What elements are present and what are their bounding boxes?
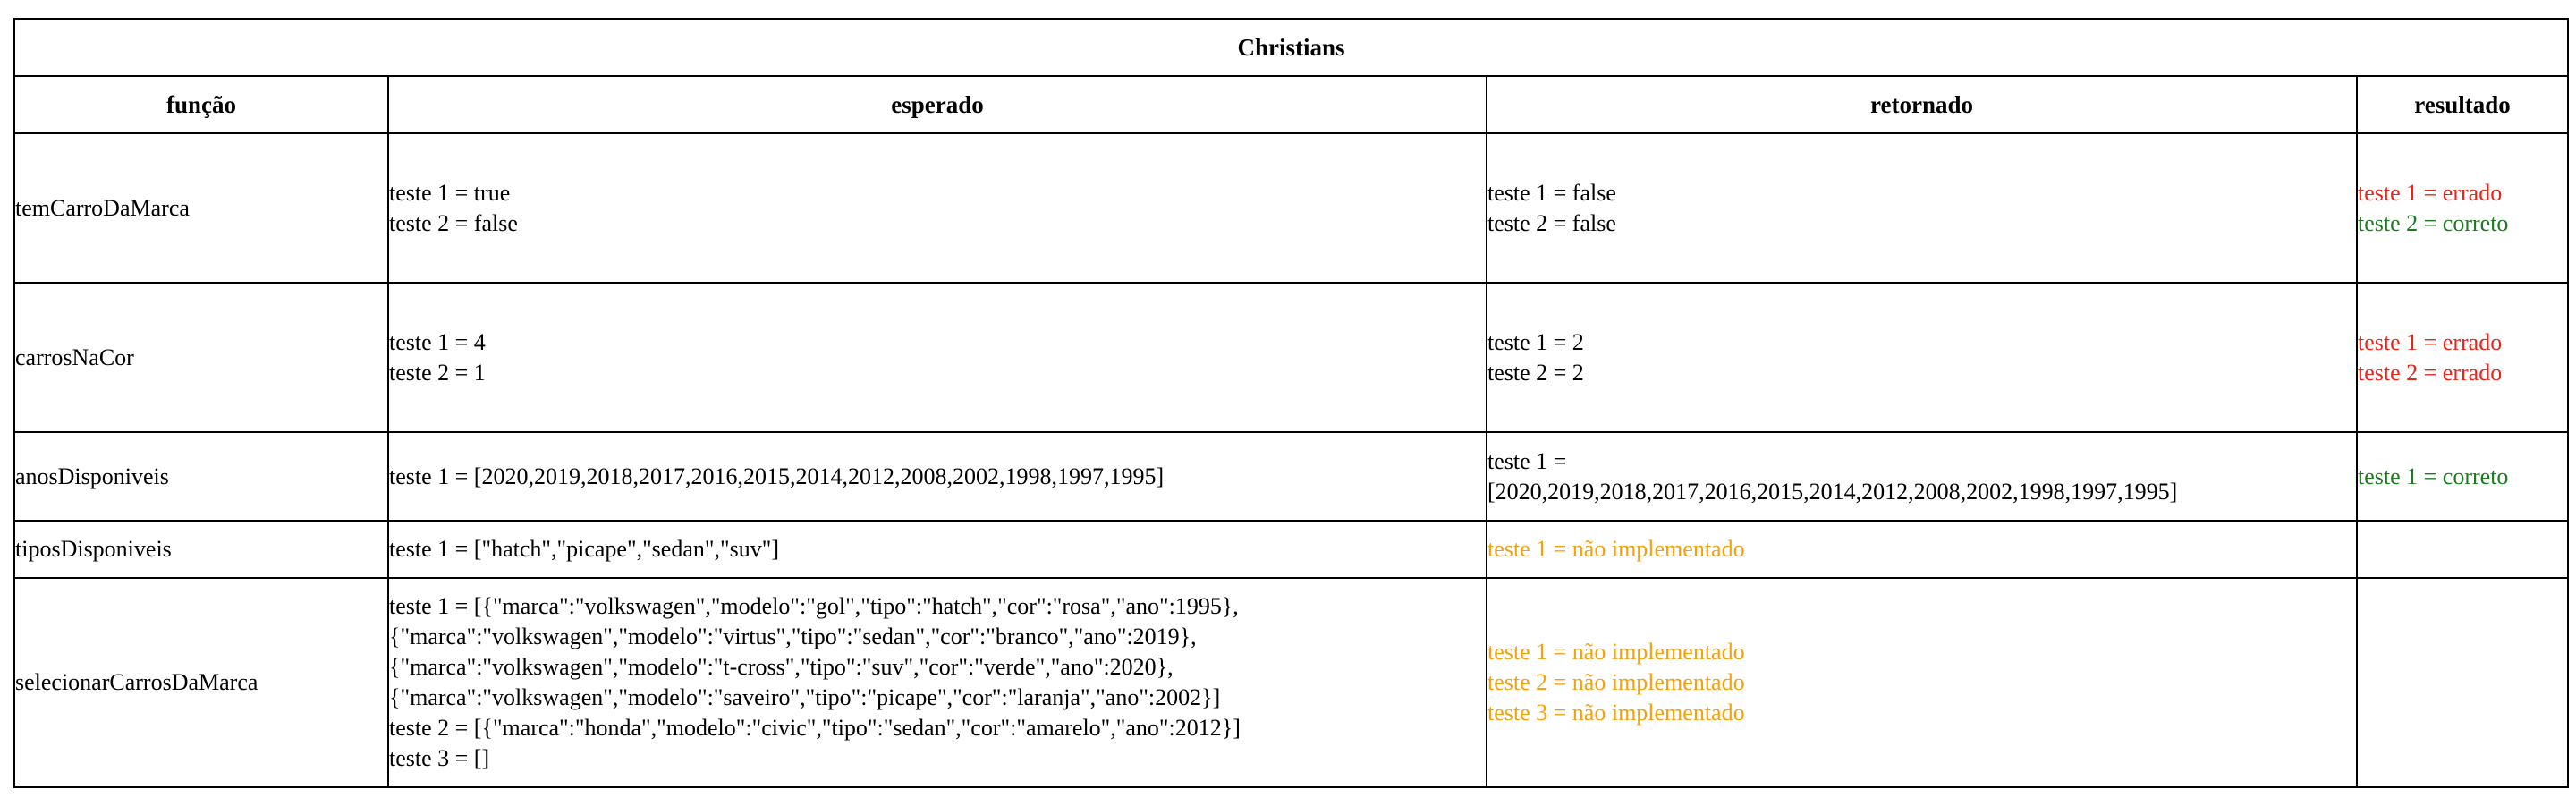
result-errado: teste 1 = errado xyxy=(2358,179,2503,206)
function-name: selecionarCarrosDaMarca xyxy=(15,669,258,695)
header-funcao: função xyxy=(13,75,389,134)
cell-funcao: selecionarCarrosDaMarca xyxy=(13,577,389,788)
cell-funcao: anosDisponiveis xyxy=(13,431,389,522)
cell-esperado: teste 1 = true teste 2 = false xyxy=(387,132,1487,284)
result-correto: teste 2 = correto xyxy=(2358,209,2509,236)
expected-line: teste 1 = true xyxy=(389,179,511,206)
expected-line: teste 2 = [{"marca":"honda","modelo":"ci… xyxy=(389,715,1241,741)
table-row: carrosNaCor teste 1 = 4 teste 2 = 1 test… xyxy=(13,282,2570,433)
expected-line: teste 2 = false xyxy=(389,209,518,236)
table-row: temCarroDaMarca teste 1 = true teste 2 =… xyxy=(13,132,2570,284)
cell-resultado xyxy=(2355,520,2570,579)
results-table-container: Christians função esperado retornado res… xyxy=(13,18,2570,788)
header-resultado: resultado xyxy=(2355,75,2570,134)
cell-esperado: teste 1 = ["hatch","picape","sedan","suv… xyxy=(387,520,1487,579)
cell-resultado: teste 1 = correto xyxy=(2355,431,2570,522)
cell-esperado: teste 1 = 4 teste 2 = 1 xyxy=(387,282,1487,433)
expected-line: {"marca":"volkswagen","modelo":"t-cross"… xyxy=(389,654,1174,680)
cell-funcao: temCarroDaMarca xyxy=(13,132,389,284)
expected-line: teste 1 = ["hatch","picape","sedan","suv… xyxy=(389,536,779,562)
returned-not-implemented: teste 1 = não implementado xyxy=(1487,639,1745,665)
cell-funcao: carrosNaCor xyxy=(13,282,389,433)
expected-line: {"marca":"volkswagen","modelo":"virtus",… xyxy=(389,624,1197,649)
expected-line: teste 1 = [{"marca":"volkswagen","modelo… xyxy=(389,593,1239,619)
header-esperado: esperado xyxy=(387,75,1487,134)
cell-retornado: teste 1 = [2020,2019,2018,2017,2016,2015… xyxy=(1486,431,2358,522)
cell-funcao: tiposDisponiveis xyxy=(13,520,389,579)
function-name: temCarroDaMarca xyxy=(15,194,190,221)
result-correto: teste 1 = correto xyxy=(2358,463,2509,489)
table-row: anosDisponiveis teste 1 = [2020,2019,201… xyxy=(13,431,2570,522)
expected-line: teste 2 = 1 xyxy=(389,359,486,386)
cell-resultado: teste 1 = errado teste 2 = errado xyxy=(2355,282,2570,433)
cell-esperado: teste 1 = [{"marca":"volkswagen","modelo… xyxy=(387,577,1487,788)
table-row: selecionarCarrosDaMarca teste 1 = [{"mar… xyxy=(13,577,2570,788)
returned-line: teste 1 = 2 xyxy=(1487,328,1584,355)
result-errado: teste 2 = errado xyxy=(2358,359,2503,386)
returned-not-implemented: teste 1 = não implementado xyxy=(1487,536,1745,562)
returned-not-implemented: teste 2 = não implementado xyxy=(1487,669,1745,695)
table-title: Christians xyxy=(13,18,2570,77)
cell-resultado xyxy=(2355,577,2570,788)
cell-retornado: teste 1 = não implementado xyxy=(1486,520,2358,579)
cell-retornado: teste 1 = false teste 2 = false xyxy=(1486,132,2358,284)
returned-line: teste 1 = xyxy=(1487,447,1567,474)
header-retornado: retornado xyxy=(1486,75,2358,134)
returned-line: [2020,2019,2018,2017,2016,2015,2014,2012… xyxy=(1487,478,2178,505)
returned-not-implemented: teste 3 = não implementado xyxy=(1487,700,1745,726)
function-name: anosDisponiveis xyxy=(15,463,169,489)
table-row: tiposDisponiveis teste 1 = ["hatch","pic… xyxy=(13,520,2570,579)
returned-line: teste 2 = false xyxy=(1487,209,1616,236)
cell-retornado: teste 1 = 2 teste 2 = 2 xyxy=(1486,282,2358,433)
expected-line: teste 1 = [2020,2019,2018,2017,2016,2015… xyxy=(389,463,1165,489)
results-table: Christians função esperado retornado res… xyxy=(13,18,2570,788)
cell-esperado: teste 1 = [2020,2019,2018,2017,2016,2015… xyxy=(387,431,1487,522)
returned-line: teste 2 = 2 xyxy=(1487,359,1584,386)
cell-retornado: teste 1 = não implementado teste 2 = não… xyxy=(1486,577,2358,788)
expected-line: teste 3 = [] xyxy=(389,745,490,771)
expected-line: teste 1 = 4 xyxy=(389,328,486,355)
cell-resultado: teste 1 = errado teste 2 = correto xyxy=(2355,132,2570,284)
returned-line: teste 1 = false xyxy=(1487,179,1616,206)
expected-line: {"marca":"volkswagen","modelo":"saveiro"… xyxy=(389,684,1221,710)
result-errado: teste 1 = errado xyxy=(2358,328,2503,355)
function-name: carrosNaCor xyxy=(15,344,134,370)
function-name: tiposDisponiveis xyxy=(15,536,172,562)
